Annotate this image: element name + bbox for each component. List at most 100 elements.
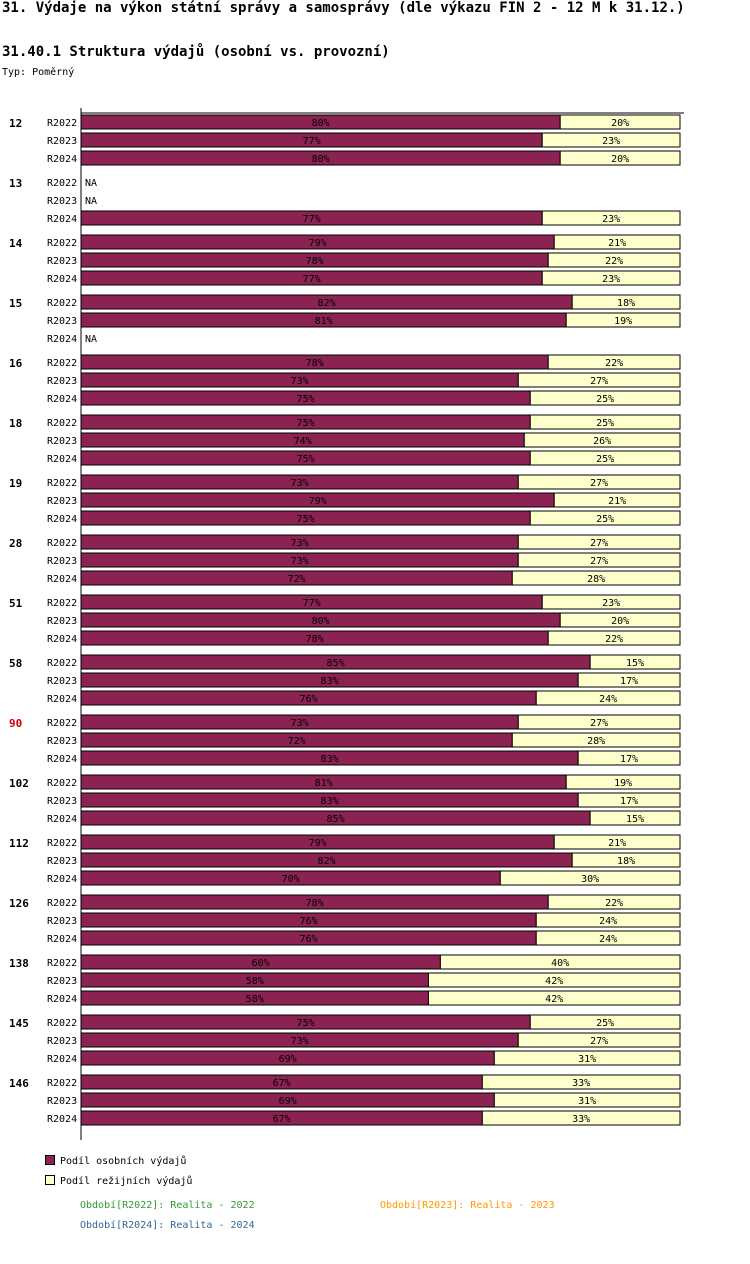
value-label-overhead: 31%	[578, 1096, 596, 1107]
value-label-overhead: 22%	[605, 634, 623, 645]
bar-overhead	[529, 1014, 681, 1030]
value-label-overhead: 20%	[611, 154, 629, 165]
legend-item-personal: Podíl osobních výdajů	[45, 1155, 186, 1167]
value-label-overhead: 22%	[605, 358, 623, 369]
bar-overhead	[541, 210, 681, 226]
bar-overhead	[541, 270, 681, 286]
group-label: 51	[9, 597, 23, 610]
bar-overhead	[547, 354, 681, 370]
bar-overhead	[481, 1110, 681, 1126]
value-label-personal: 58%	[246, 994, 264, 1005]
bar-overhead	[427, 972, 681, 988]
value-label-personal: 58%	[246, 976, 264, 987]
period-label: R2023	[47, 256, 77, 267]
group-label: 16	[9, 357, 23, 370]
value-label-overhead: 21%	[608, 238, 626, 249]
period-label: R2024	[47, 394, 77, 405]
bar-overhead	[553, 234, 681, 250]
value-label-personal: 73%	[291, 556, 309, 567]
bar-overhead	[589, 654, 681, 670]
value-label-overhead: 42%	[545, 976, 563, 987]
bar-overhead	[517, 552, 681, 568]
bar-overhead	[553, 492, 681, 508]
bar-overhead	[559, 612, 681, 628]
group-label: 90	[9, 717, 22, 730]
period-label: R2023	[47, 976, 77, 987]
bar-overhead	[529, 414, 681, 430]
value-label-personal: 75%	[297, 514, 315, 525]
value-label-personal: 78%	[306, 256, 324, 267]
period-label: R2024	[47, 634, 77, 645]
period-label: R2024	[47, 274, 77, 285]
period-label: R2022	[47, 1078, 77, 1089]
legend-item-overhead: Podíl režijních výdajů	[45, 1175, 192, 1187]
bar-overhead	[535, 912, 681, 928]
value-label-overhead: 18%	[617, 856, 635, 867]
bar-overhead	[523, 432, 681, 448]
value-label-overhead: 42%	[545, 994, 563, 1005]
legend-label-overhead: Podíl režijních výdajů	[60, 1176, 193, 1187]
period-label: R2023	[47, 316, 77, 327]
group-label: 146	[9, 1077, 29, 1090]
value-label-personal: 81%	[315, 316, 333, 327]
value-label-personal: 83%	[321, 676, 339, 687]
value-label-personal: 67%	[273, 1114, 291, 1125]
bar-overhead	[517, 474, 681, 490]
group-label: 126	[9, 897, 29, 910]
value-label-overhead: 15%	[626, 814, 644, 825]
group-label: 13	[9, 177, 22, 190]
period-label: R2023	[47, 136, 77, 147]
value-label-overhead: 15%	[626, 658, 644, 669]
group-label: 18	[9, 417, 22, 430]
value-label-personal: 76%	[300, 916, 318, 927]
period-label: R2023	[47, 736, 77, 747]
bar-overhead	[481, 1074, 681, 1090]
legend-swatch-personal	[45, 1155, 55, 1165]
value-label-overhead: 20%	[611, 616, 629, 627]
value-label-personal: 73%	[291, 1036, 309, 1047]
period-label: R2022	[47, 418, 77, 429]
period-label: R2024	[47, 1114, 77, 1125]
value-label-personal: 78%	[306, 634, 324, 645]
period-label: R2023	[47, 196, 77, 207]
value-label-personal: 81%	[315, 778, 333, 789]
value-label-overhead: 23%	[602, 274, 620, 285]
bar-overhead	[577, 750, 681, 766]
value-label-personal: 79%	[309, 496, 327, 507]
value-label-overhead: 25%	[596, 1018, 614, 1029]
period-label: R2024	[47, 214, 77, 225]
bar-overhead	[589, 810, 681, 826]
group-label: 102	[9, 777, 29, 790]
value-label-overhead: 25%	[596, 454, 614, 465]
value-label-personal: 75%	[297, 454, 315, 465]
chart-subtitle: 31.40.1 Struktura výdajů (osobní vs. pro…	[2, 44, 390, 60]
period-label: R2024	[47, 454, 77, 465]
chart-type-label: Typ: Poměrný	[2, 67, 75, 78]
value-label-personal: 72%	[288, 574, 306, 585]
bar-overhead	[517, 372, 681, 388]
bar-overhead	[541, 594, 681, 610]
period-label: R2022	[47, 658, 77, 669]
value-label-personal: 85%	[327, 658, 345, 669]
value-label-overhead: 19%	[614, 316, 632, 327]
period-label: R2024	[47, 334, 77, 345]
value-label-overhead: 40%	[551, 958, 569, 969]
period-label: R2022	[47, 238, 77, 249]
value-label-overhead: 24%	[599, 694, 617, 705]
bar-overhead	[571, 852, 681, 868]
period-label-r2023: Období[R2023]: Realita - 2023	[380, 1200, 555, 1211]
value-label-personal: 80%	[312, 154, 330, 165]
period-label: R2024	[47, 514, 77, 525]
value-label-overhead: 33%	[572, 1114, 590, 1125]
group-label: 28	[9, 537, 22, 550]
value-label-overhead: 18%	[617, 298, 635, 309]
bar-overhead	[559, 114, 681, 130]
value-label-overhead: 23%	[602, 214, 620, 225]
group-label: 145	[9, 1017, 29, 1030]
period-label: R2022	[47, 838, 77, 849]
group-label: 138	[9, 957, 29, 970]
period-label: R2024	[47, 694, 77, 705]
period-label: R2022	[47, 718, 77, 729]
bar-overhead	[529, 390, 681, 406]
value-label-overhead: 17%	[620, 796, 638, 807]
